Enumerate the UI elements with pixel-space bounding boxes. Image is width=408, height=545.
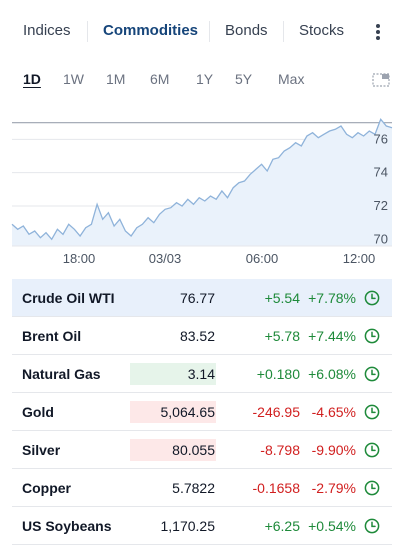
price-change-flash bbox=[130, 401, 216, 423]
commodity-change-percent: +7.78% bbox=[308, 290, 356, 306]
commodity-row[interactable]: Natural Gas 3.14 +0.180 +6.08% bbox=[12, 355, 392, 393]
commodity-change: +5.54 bbox=[264, 290, 300, 306]
commodity-row[interactable]: US Soybeans 1,170.25 +6.25 +0.54% bbox=[12, 507, 392, 545]
commodity-price: 80.055 bbox=[172, 442, 215, 458]
price-change-flash bbox=[130, 439, 216, 461]
commodity-price: 5,064.65 bbox=[160, 404, 216, 420]
commodity-name[interactable]: Silver bbox=[22, 442, 61, 458]
commodity-change: -246.95 bbox=[252, 404, 300, 420]
commodity-change: +5.78 bbox=[264, 328, 300, 344]
commodity-change: -8.798 bbox=[260, 442, 300, 458]
commodity-change-percent: -4.65% bbox=[311, 404, 356, 420]
commodity-change-percent: +7.44% bbox=[308, 328, 356, 344]
commodity-name[interactable]: Copper bbox=[22, 480, 71, 496]
commodity-change: +6.25 bbox=[264, 518, 300, 534]
commodity-row[interactable]: Crude Oil WTI 76.77 +5.54 +7.78% bbox=[12, 279, 392, 317]
commodity-change: +0.180 bbox=[256, 366, 300, 382]
x-tick-label: 18:00 bbox=[63, 251, 96, 266]
tab-bonds[interactable]: Bonds bbox=[225, 22, 268, 39]
fullscreen-icon[interactable] bbox=[372, 72, 390, 88]
commodity-price: 3.14 bbox=[187, 366, 215, 382]
x-tick-label: 03/03 bbox=[149, 251, 182, 266]
commodity-name[interactable]: Gold bbox=[22, 404, 54, 420]
timeframe-6m[interactable]: 6M bbox=[150, 71, 170, 87]
commodity-change-percent: +0.54% bbox=[308, 518, 356, 534]
market-open-clock-icon bbox=[364, 442, 380, 458]
tab-divider bbox=[283, 21, 284, 42]
y-tick-label: 74 bbox=[374, 165, 388, 180]
price-change-flash bbox=[130, 363, 216, 385]
timeframe-1m[interactable]: 1M bbox=[106, 71, 126, 87]
commodity-row[interactable]: Gold 5,064.65 -246.95 -4.65% bbox=[12, 393, 392, 431]
commodity-row[interactable]: Silver 80.055 -8.798 -9.90% bbox=[12, 431, 392, 469]
market-open-clock-icon bbox=[364, 328, 380, 344]
commodity-change-percent: +6.08% bbox=[308, 366, 356, 382]
x-tick-label: 06:00 bbox=[246, 251, 279, 266]
tab-indices[interactable]: Indices bbox=[23, 22, 71, 39]
commodity-name[interactable]: Natural Gas bbox=[22, 366, 101, 382]
timeframe-1y[interactable]: 1Y bbox=[196, 71, 214, 87]
x-tick-label: 12:00 bbox=[343, 251, 376, 266]
timeframe-1w[interactable]: 1W bbox=[63, 71, 84, 87]
y-tick-label: 70 bbox=[374, 231, 388, 246]
price-chart[interactable]: 70 72 74 76 18:00 03/03 06:00 12:00 bbox=[0, 110, 408, 270]
chart-svg: 70 72 74 76 18:00 03/03 06:00 12:00 bbox=[11, 118, 393, 266]
timeframe-1d[interactable]: 1D bbox=[23, 71, 41, 87]
tab-divider bbox=[87, 21, 88, 42]
commodity-price: 76.77 bbox=[179, 290, 215, 306]
more-options-icon[interactable] bbox=[370, 22, 386, 42]
commodity-price: 5.7822 bbox=[172, 480, 215, 496]
market-open-clock-icon bbox=[364, 480, 380, 496]
commodity-change-percent: -9.90% bbox=[311, 442, 356, 458]
timeframe-max[interactable]: Max bbox=[278, 71, 305, 87]
commodities-table: Crude Oil WTI 76.77 +5.54 +7.78% Brent Oil 83… bbox=[12, 279, 392, 545]
market-tabs: Indices Commodities Bonds Stocks bbox=[0, 0, 408, 62]
commodity-price: 1,170.25 bbox=[160, 518, 216, 534]
price-area bbox=[12, 119, 392, 246]
tab-commodities[interactable]: Commodities bbox=[103, 22, 199, 39]
y-tick-label: 72 bbox=[374, 198, 388, 213]
market-open-clock-icon bbox=[364, 366, 380, 382]
price-line bbox=[11, 118, 393, 241]
commodity-row[interactable]: Brent Oil 83.52 +5.78 +7.44% bbox=[12, 317, 392, 355]
commodity-name[interactable]: Crude Oil WTI bbox=[22, 290, 115, 306]
tab-stocks[interactable]: Stocks bbox=[299, 22, 345, 39]
commodity-change: -0.1658 bbox=[252, 480, 300, 496]
commodity-name[interactable]: US Soybeans bbox=[22, 518, 112, 534]
tab-divider bbox=[209, 21, 210, 42]
commodity-row[interactable]: Copper 5.7822 -0.1658 -2.79% bbox=[12, 469, 392, 507]
commodity-price: 83.52 bbox=[179, 328, 215, 344]
y-tick-label: 76 bbox=[374, 131, 388, 146]
market-open-clock-icon bbox=[364, 518, 380, 534]
commodity-change-percent: -2.79% bbox=[311, 480, 356, 496]
timeframe-5y[interactable]: 5Y bbox=[235, 71, 253, 87]
commodity-name[interactable]: Brent Oil bbox=[22, 328, 82, 344]
market-open-clock-icon bbox=[364, 290, 380, 306]
market-open-clock-icon bbox=[364, 404, 380, 420]
